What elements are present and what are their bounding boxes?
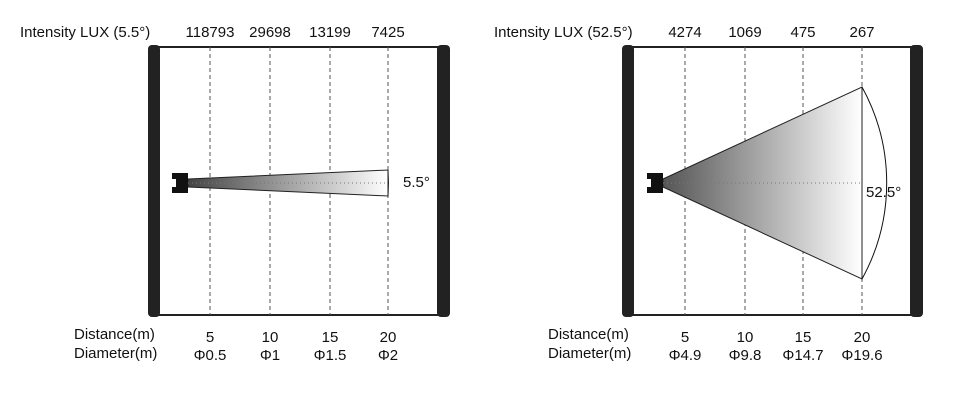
diameter-value: Φ1 xyxy=(260,347,280,364)
diameter-label: Diameter(m) xyxy=(548,345,631,362)
intensity-value: 29698 xyxy=(249,24,291,41)
frame-left xyxy=(148,45,160,317)
frame-right xyxy=(437,45,450,317)
beam xyxy=(663,87,862,279)
frame-left xyxy=(622,45,634,317)
intensity-value: 13199 xyxy=(309,24,351,41)
fixture xyxy=(647,173,663,193)
diameter-value: Φ14.7 xyxy=(782,347,823,364)
distance-label: Distance(m) xyxy=(548,326,629,343)
intensity-value: 267 xyxy=(849,24,874,41)
fixture xyxy=(172,173,188,193)
distance-label: Distance(m) xyxy=(74,326,155,343)
angle-label: 5.5° xyxy=(403,174,430,191)
distance-value: 5 xyxy=(681,329,689,346)
diameter-value: Φ9.8 xyxy=(729,347,762,364)
distance-value: 10 xyxy=(262,329,279,346)
distance-value: 10 xyxy=(737,329,754,346)
intensity-value: 1069 xyxy=(728,24,761,41)
diameter-value: Φ4.9 xyxy=(669,347,702,364)
frame-right xyxy=(910,45,923,317)
diameter-value: Φ1.5 xyxy=(314,347,347,364)
distance-value: 20 xyxy=(380,329,397,346)
diameter-value: Φ0.5 xyxy=(194,347,227,364)
angle-label: 52.5° xyxy=(866,184,901,201)
intensity-value: 118793 xyxy=(186,24,235,41)
diameter-label: Diameter(m) xyxy=(74,345,157,362)
diameter-value: Φ19.6 xyxy=(841,347,882,364)
distance-value: 20 xyxy=(854,329,871,346)
distance-value: 15 xyxy=(322,329,339,346)
diameter-value: Φ2 xyxy=(378,347,398,364)
distance-value: 15 xyxy=(795,329,812,346)
intensity-label: Intensity LUX (52.5°) xyxy=(494,24,633,41)
intensity-value: 7425 xyxy=(371,24,404,41)
distance-value: 5 xyxy=(206,329,214,346)
intensity-label: Intensity LUX (5.5°) xyxy=(20,24,150,41)
intensity-value: 475 xyxy=(790,24,815,41)
intensity-value: 4274 xyxy=(668,24,701,41)
